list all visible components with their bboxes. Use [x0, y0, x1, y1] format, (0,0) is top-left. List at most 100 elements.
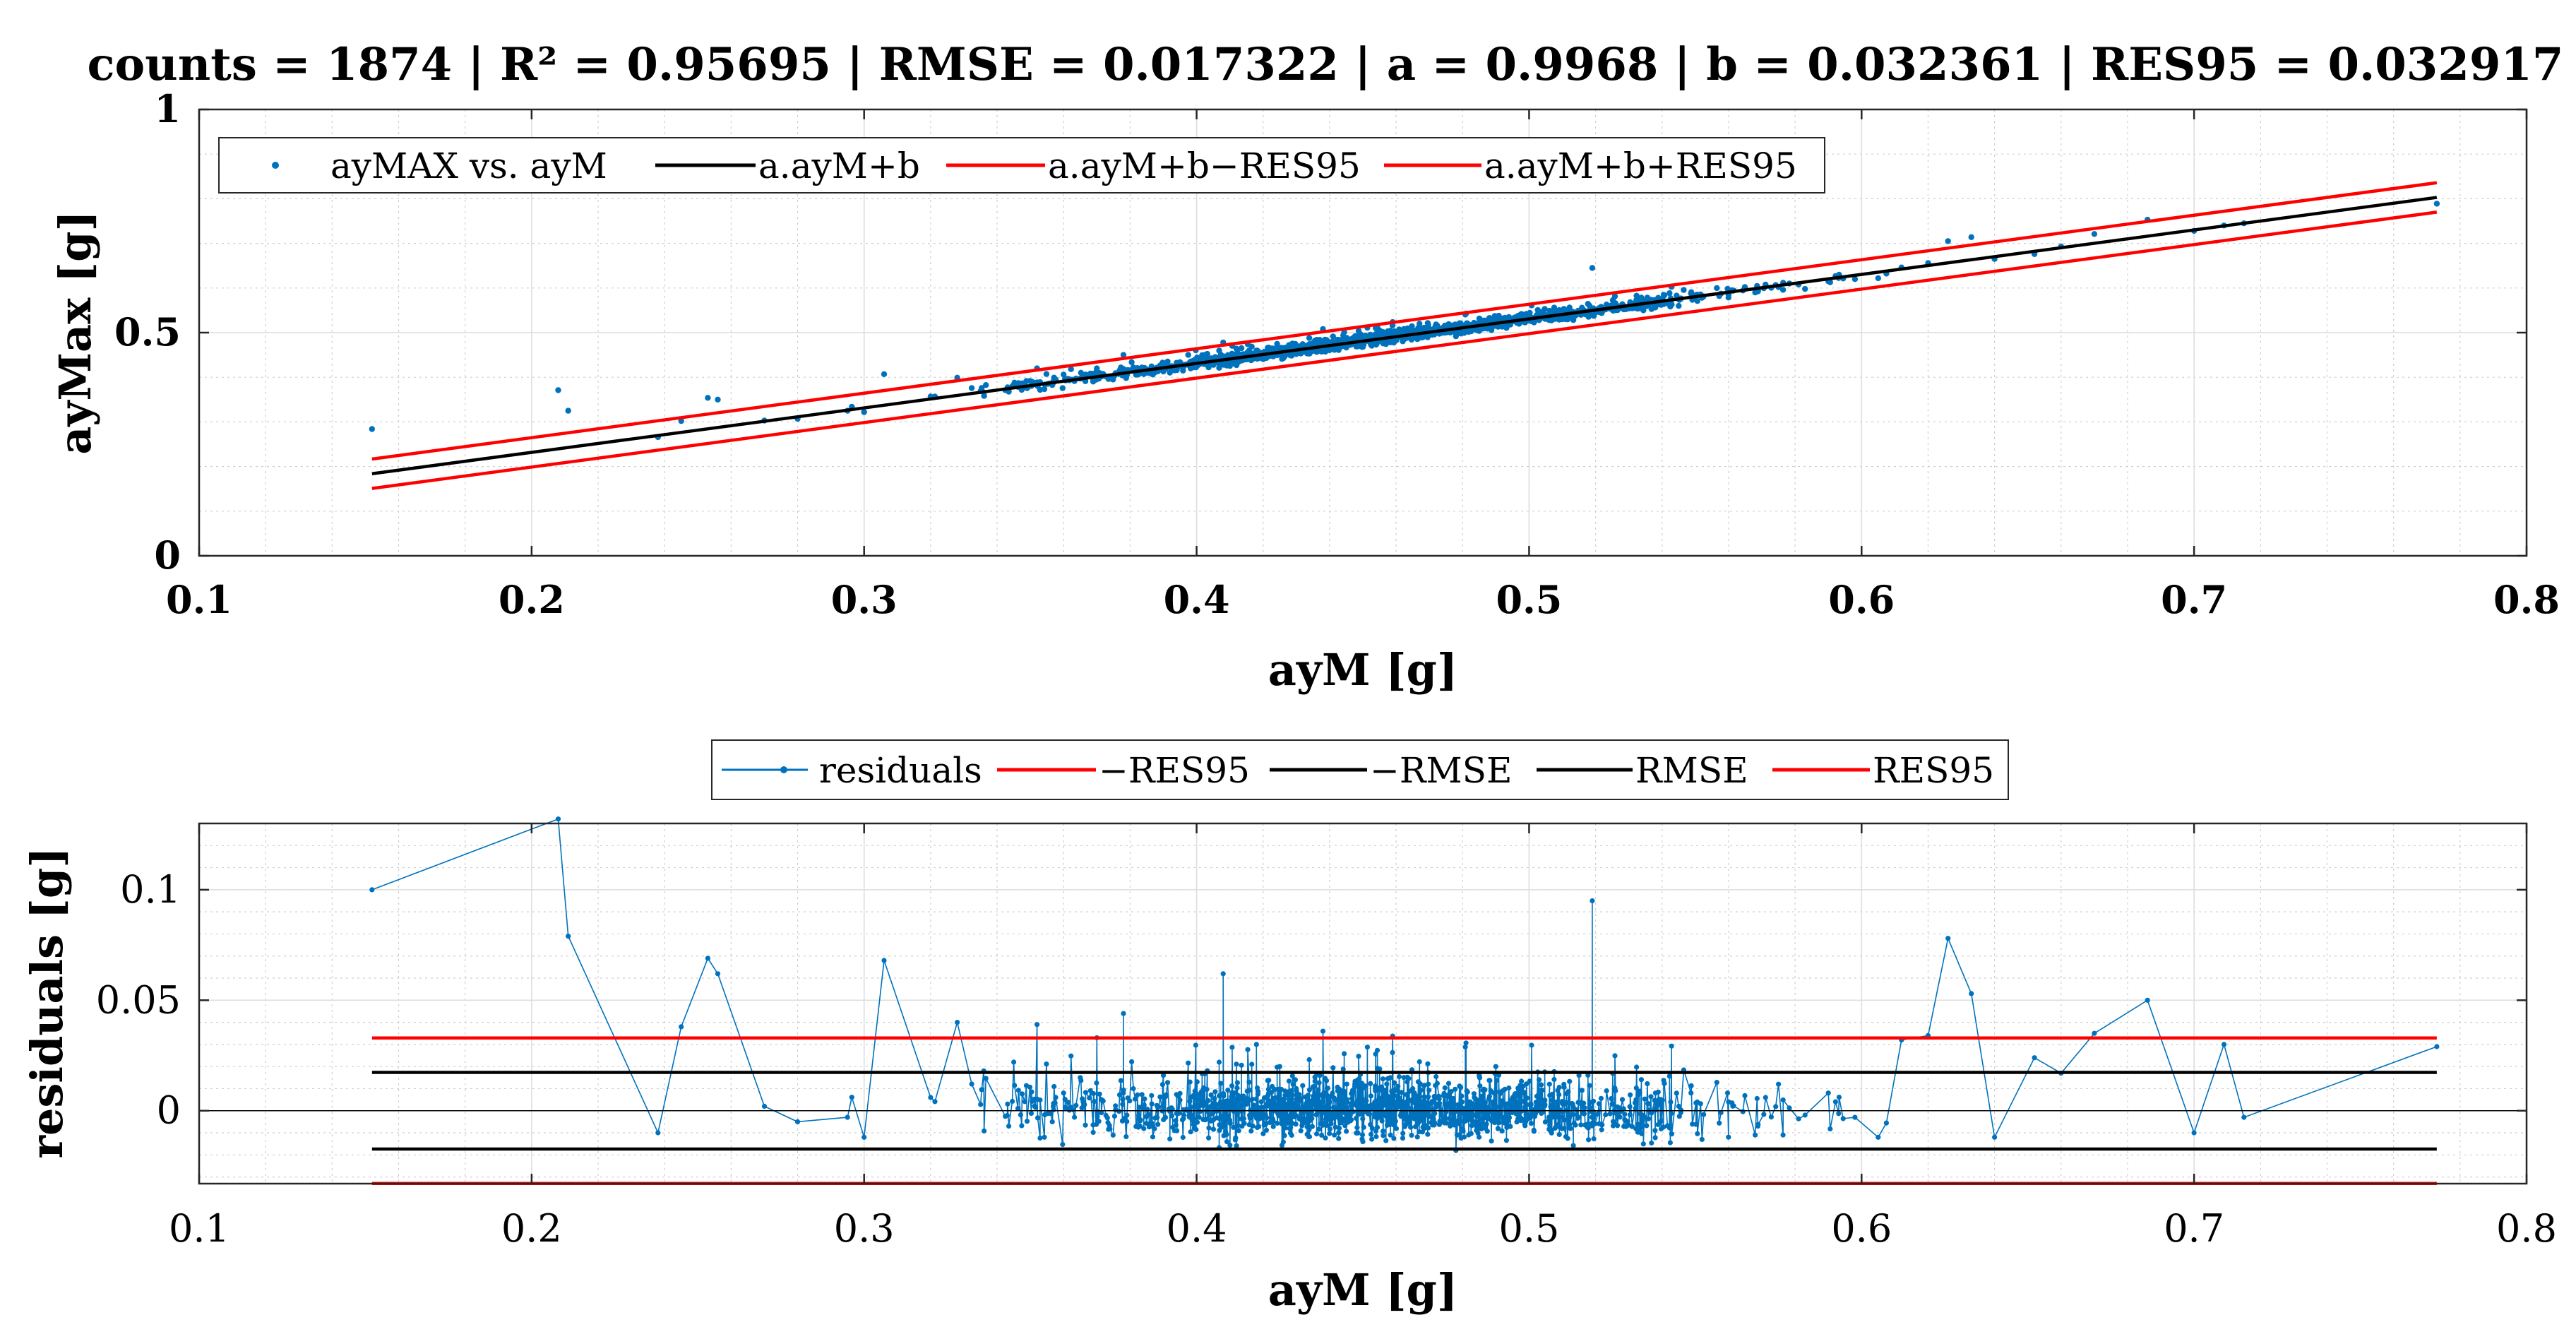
residual-point: [1395, 1088, 1400, 1093]
residual-point: [1344, 1081, 1349, 1087]
residual-point: [1121, 1088, 1126, 1093]
residual-point: [1235, 1123, 1241, 1129]
scatter-point: [705, 395, 711, 401]
residual-point: [1336, 1130, 1342, 1136]
residual-point: [1528, 1121, 1534, 1126]
residual-point: [1073, 1102, 1079, 1108]
residual-point: [1587, 1083, 1592, 1088]
residual-point: [1361, 1124, 1366, 1130]
residual-point: [1264, 1115, 1270, 1121]
fit-plot-y-tick-label: 0.5: [114, 309, 181, 355]
residual-point: [2434, 1044, 2440, 1049]
scatter-point: [1401, 326, 1407, 332]
residual-point: [1113, 1103, 1119, 1109]
residual-point: [1436, 1100, 1443, 1106]
residual-point: [1091, 1090, 1097, 1097]
fit-minus-res95-line: [371, 210, 2438, 490]
residual-point: [1836, 1111, 1842, 1117]
residual-point: [1034, 1022, 1040, 1028]
residual-point: [1484, 1129, 1490, 1134]
scatter-point: [1164, 358, 1171, 365]
scatter-point: [1359, 333, 1365, 339]
residual-point: [1305, 1093, 1311, 1098]
fit-plot-y-tick-label: 0: [154, 532, 181, 578]
residual-point: [1499, 1128, 1505, 1133]
residual-point: [1533, 1100, 1539, 1105]
residual-point: [1549, 1109, 1555, 1114]
scatter-point: [1681, 287, 1687, 293]
scatter-point: [1551, 304, 1558, 311]
residual-point: [1474, 1106, 1479, 1112]
residual-point: [1052, 1100, 1058, 1106]
residual-point: [1724, 1090, 1731, 1096]
residual-point: [1232, 1090, 1237, 1096]
residual-point: [1241, 1116, 1246, 1121]
residual-point: [1286, 1078, 1292, 1084]
residual-point: [1763, 1095, 1768, 1100]
residual-point: [1214, 1102, 1220, 1107]
scatter-point: [1380, 339, 1386, 346]
residual-point: [1496, 1119, 1502, 1126]
residual-point: [1137, 1124, 1143, 1129]
residual-point: [1083, 1122, 1088, 1128]
residuals-plot-x-tick-label: 0.2: [501, 1206, 562, 1251]
fit-plot-y-tick-label: 1: [154, 86, 181, 131]
residual-point: [1295, 1103, 1301, 1109]
residual-point: [1391, 1136, 1397, 1141]
scatter-point: [1460, 328, 1466, 335]
scatter-point: [1476, 315, 1483, 322]
residual-point: [1487, 1078, 1493, 1083]
scatter-point: [1676, 302, 1682, 309]
residual-point: [1539, 1082, 1544, 1088]
residual-point: [1780, 1097, 1786, 1103]
residual-point: [1573, 1107, 1579, 1113]
residual-point: [1306, 1134, 1313, 1140]
residual-point: [1037, 1097, 1043, 1103]
residual-point: [1479, 1093, 1485, 1099]
residual-point: [1028, 1110, 1034, 1117]
residual-point: [1224, 1139, 1230, 1145]
residual-point: [983, 1076, 989, 1081]
residual-point: [955, 1020, 960, 1025]
residual-point: [1176, 1110, 1182, 1116]
residual-point: [1536, 1092, 1542, 1097]
residual-point: [1297, 1117, 1303, 1122]
residual-point: [1234, 1143, 1239, 1148]
scatter-point: [1185, 352, 1191, 358]
residual-point: [1761, 1112, 1767, 1117]
residual-point: [1400, 1131, 1406, 1136]
residual-point: [1469, 1112, 1475, 1118]
residual-point: [1570, 1143, 1576, 1148]
residual-point: [1141, 1126, 1147, 1131]
residual-point: [1123, 1133, 1129, 1140]
residual-point: [1327, 1126, 1332, 1132]
residual-point: [1519, 1078, 1525, 1084]
residual-point: [1246, 1088, 1252, 1093]
residual-point: [1037, 1135, 1043, 1141]
residual-point: [1645, 1101, 1651, 1107]
residual-point: [1349, 1095, 1354, 1102]
legend-label-minus-res95: −RES95: [1099, 750, 1250, 791]
residual-point: [1022, 1099, 1027, 1105]
residual-point: [1206, 1125, 1212, 1131]
residual-point: [1248, 1128, 1254, 1134]
residual-point: [1249, 1096, 1256, 1102]
residual-point: [1992, 1134, 1998, 1140]
residuals-plot-y-tick-labels: 0 0.05 0.1: [96, 867, 181, 1133]
residual-point: [1796, 1116, 1801, 1121]
residual-point: [1586, 1137, 1592, 1143]
residual-point: [1356, 1054, 1361, 1059]
fit-plot-x-tick-label: 0.7: [2161, 577, 2227, 622]
residual-point: [1567, 1114, 1573, 1120]
residual-point: [1633, 1085, 1639, 1091]
residual-point: [1371, 1105, 1377, 1111]
residual-point: [1661, 1124, 1666, 1130]
residual-point: [1652, 1128, 1658, 1133]
residual-point: [1012, 1083, 1018, 1088]
residual-point: [1522, 1090, 1527, 1096]
scatter-point: [1585, 301, 1591, 307]
fit-plot-x-tick-label: 0.8: [2493, 577, 2560, 622]
residual-point: [1755, 1121, 1761, 1127]
residual-point: [1425, 1061, 1431, 1066]
residual-point: [1369, 1136, 1375, 1142]
